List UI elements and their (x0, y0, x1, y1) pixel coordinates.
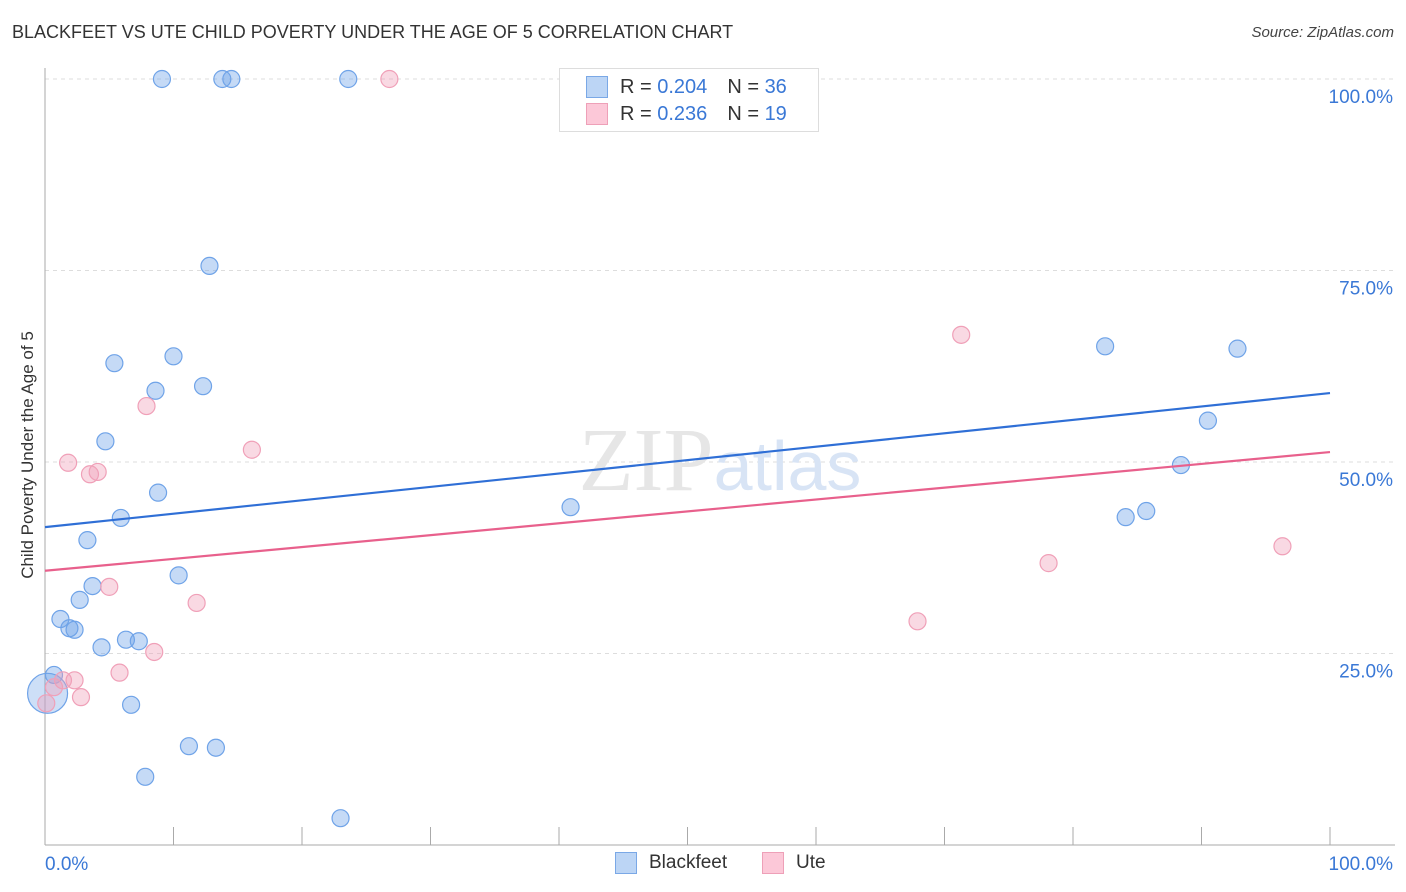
ute-point (110, 663, 129, 682)
blackfeet-point (331, 809, 350, 828)
blackfeet-point (70, 590, 89, 609)
ute-point (952, 325, 971, 344)
bottom-legend-blackfeet: Blackfeet (615, 852, 727, 874)
y-tick-label: 75.0% (1339, 279, 1393, 300)
ute-point (59, 453, 78, 472)
chart-title: BLACKFEET VS UTE CHILD POVERTY UNDER THE… (12, 22, 734, 42)
blackfeet-swatch (615, 852, 637, 874)
blackfeet-point (146, 381, 165, 400)
blackfeet-point (222, 69, 241, 89)
ute-point (1039, 554, 1058, 573)
blackfeet-point (179, 737, 199, 756)
ute-point (71, 688, 91, 707)
r-label: R = (620, 102, 652, 125)
blackfeet-point (1116, 508, 1135, 527)
blackfeet-point (92, 638, 111, 657)
blackfeet-point (339, 69, 358, 89)
y-tick-label: 100.0% (1329, 87, 1394, 108)
ute-swatch (762, 852, 784, 874)
n-value: 19 (764, 102, 787, 125)
ute-point (145, 642, 164, 662)
x-tick-label: 100.0% (1329, 854, 1394, 875)
ute-point (380, 69, 399, 89)
ute-point (242, 440, 261, 459)
ute-point (80, 465, 100, 484)
blackfeet-point (164, 347, 183, 366)
ute-point (37, 694, 56, 713)
blackfeet-point (65, 620, 84, 639)
blackfeet-point (200, 256, 219, 276)
blackfeet-point (561, 498, 580, 517)
blackfeet-point (105, 354, 124, 373)
blackfeet-point (193, 377, 213, 396)
blackfeet-point (148, 483, 168, 502)
blackfeet-point (96, 432, 115, 451)
blackfeet-point (1228, 339, 1247, 358)
legend-label-blackfeet: Blackfeet (649, 852, 728, 873)
legend-label-ute: Ute (796, 852, 826, 873)
ute-point (65, 671, 84, 690)
n-label: N = (727, 75, 759, 98)
source-label: Source: ZipAtlas.com (1251, 24, 1394, 41)
r-value: 0.236 (657, 102, 708, 125)
legend-row-ute: R = 0.236 N = 19 (586, 102, 787, 126)
ute-point (137, 396, 156, 416)
blackfeet-point (1096, 337, 1115, 356)
blackfeet-point (83, 576, 102, 596)
r-value: 0.204 (657, 75, 708, 98)
r-label: R = (620, 75, 652, 98)
x-tick-label: 0.0% (45, 854, 88, 875)
blackfeet-point (1198, 411, 1218, 430)
ute-point (187, 593, 206, 613)
blackfeet-point (169, 566, 188, 585)
blackfeet-point (206, 738, 226, 757)
blackfeet-trendline (44, 391, 1331, 529)
ute-point (44, 678, 64, 697)
ute-point (100, 577, 119, 596)
y-tick-label: 25.0% (1339, 662, 1393, 683)
bottom-legend-ute: Ute (762, 852, 826, 874)
y-tick-label: 50.0% (1339, 470, 1393, 491)
y-axis-label: Child Poverty Under the Age of 5 (18, 331, 37, 579)
ute-swatch (586, 103, 608, 125)
n-label: N = (727, 102, 759, 125)
blackfeet-point (129, 632, 148, 651)
blackfeet-swatch (586, 76, 608, 98)
blackfeet-point (152, 69, 172, 89)
ute-trendline (44, 450, 1331, 572)
legend-row-blackfeet: R = 0.204 N = 36 (586, 75, 787, 99)
stats-legend: R = 0.204 N = 36 R = 0.236 N = 19 (559, 68, 819, 132)
blackfeet-point (1137, 501, 1156, 521)
blackfeet-point (136, 767, 155, 786)
watermark: ZIPatlas (579, 411, 862, 510)
ute-point (1273, 537, 1292, 556)
blackfeet-point (78, 531, 97, 550)
n-value: 36 (764, 75, 787, 98)
ute-point (908, 612, 927, 631)
blackfeet-point (121, 695, 141, 714)
